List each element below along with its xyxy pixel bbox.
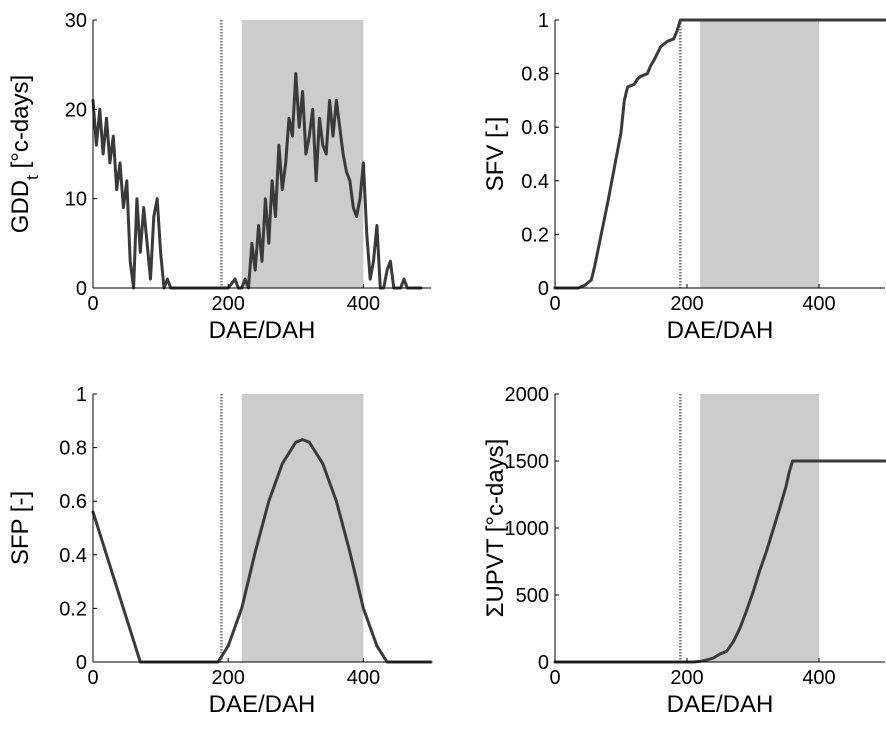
shaded-region	[700, 394, 819, 662]
series-line-1	[553, 18, 886, 290]
x-axis-label: DAE/DAH	[667, 691, 774, 718]
y-tick-label: 1	[538, 10, 549, 32]
y-tick-label: 20	[65, 99, 87, 121]
y-axis-label: SFV [-]	[482, 117, 509, 192]
y-tick-label: 0.4	[521, 171, 549, 193]
series-line-1	[91, 72, 423, 290]
chart-panel-2: 0 200 400 0 0.2 0.4 0.6 0.8 1 DAE/DAH SFV [-]	[482, 10, 886, 344]
y-tick-label: 0.4	[59, 545, 87, 567]
y-tick-label: 0	[76, 278, 87, 300]
y-tick-label: 10	[65, 189, 87, 211]
x-axis-label: DAE/DAH	[209, 317, 316, 344]
x-tick-label: 200	[212, 667, 245, 689]
y-tick-label: 0.2	[59, 598, 87, 620]
x-tick-label: 400	[802, 667, 835, 689]
y-tick-label: 1000	[505, 518, 550, 540]
chart-panel-3: 0 200 400 0 0.2 0.4 0.6 0.8 1 DAE/DAH SFP [-]	[7, 384, 433, 718]
y-tick-label: 0.2	[521, 224, 549, 246]
x-tick-label: 0	[549, 293, 560, 315]
x-tick-label: 200	[670, 667, 703, 689]
x-axis-label: DAE/DAH	[209, 691, 316, 718]
y-tick-label: 0.6	[521, 117, 549, 139]
y-tick-label: 30	[65, 10, 87, 32]
series-line-1	[91, 438, 433, 664]
y-tick-label: 0.6	[59, 491, 87, 513]
y-tick-label: 1500	[505, 451, 550, 473]
y-tick-label: 0	[538, 652, 549, 674]
x-tick-label: 0	[549, 667, 560, 689]
x-tick-label: 400	[347, 667, 380, 689]
y-tick-label: 0.8	[59, 438, 87, 460]
series-line-1	[553, 459, 886, 664]
chart-panel-4: 0 200 400 0 500 1000 1500 2000 DAE/DAH ΣUPVT [°c-…	[482, 384, 886, 718]
x-tick-label: 200	[212, 293, 245, 315]
y-axis-label: GDDt [°c-days]	[7, 75, 42, 233]
x-tick-label: 0	[87, 293, 98, 315]
chart-panel-1: 0 200 400 0 10 20 30 DAE/DAH GDDt [°c-days]	[7, 10, 431, 344]
y-tick-label: 500	[516, 585, 549, 607]
y-axis-label: ΣUPVT [°c-days]	[482, 439, 509, 618]
y-tick-label: 0	[538, 278, 549, 300]
y-tick-label: 0	[76, 652, 87, 674]
y-axis-label: SFP [-]	[7, 491, 34, 565]
shaded-region	[241, 394, 364, 662]
shaded-region	[700, 20, 819, 288]
x-tick-label: 400	[347, 293, 380, 315]
x-tick-label: 0	[87, 667, 98, 689]
x-axis-label: DAE/DAH	[667, 317, 774, 344]
y-tick-label: 1	[76, 384, 87, 406]
x-tick-label: 400	[802, 293, 835, 315]
y-tick-label: 2000	[505, 384, 550, 406]
x-tick-label: 200	[670, 293, 703, 315]
y-tick-label: 0.8	[521, 64, 549, 86]
